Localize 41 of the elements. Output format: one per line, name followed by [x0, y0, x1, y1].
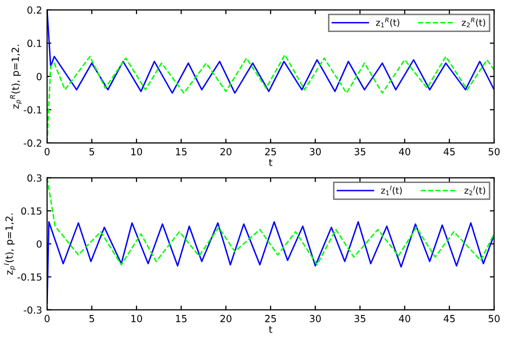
x-tick-label: 0	[44, 148, 50, 156]
y-tick-label: -0.2	[24, 139, 42, 147]
x-tick-label: 20	[220, 148, 232, 156]
x-tick-label: 50	[488, 148, 500, 156]
x-tick-label: 30	[310, 148, 321, 156]
x-tick-label: 0	[44, 314, 50, 322]
x-tick-label: 30	[310, 314, 321, 322]
x-tick-label: 40	[398, 314, 410, 322]
x-tick-label: 45	[444, 148, 455, 156]
y-tick-label: 0.3	[27, 174, 42, 182]
legend-label: z$_{1}$$^{I}$(t)	[381, 186, 402, 196]
x-axis-title: t	[268, 159, 272, 166]
y-axis-title: z$_{p}$$^{R}$(t), p=1,2.	[10, 44, 22, 109]
y-axis-title: z$_{p}$$^{I}$(t), p=1,2.	[4, 214, 16, 275]
x-tick-label: 25	[265, 148, 276, 156]
x-tick-label: 5	[89, 148, 94, 156]
x-tick-label: 15	[176, 315, 187, 322]
x-tick-label: 20	[220, 314, 232, 322]
y-tick-label: 0	[36, 72, 42, 80]
x-tick-label: 35	[354, 148, 366, 156]
x-tick-label: 35	[354, 314, 366, 322]
line-series	[47, 221, 494, 304]
legend-label: z$_{2}$$^{I}$(t)	[464, 186, 486, 196]
y-tick-label: 0.15	[21, 207, 42, 215]
x-axis-title: t	[268, 326, 272, 333]
x-tick-label: 5	[89, 315, 94, 322]
x-tick-label: 50	[488, 314, 500, 322]
y-tick-label: -0.3	[24, 306, 42, 314]
y-tick-label: 0.2	[27, 6, 42, 14]
y-tick-label: -0.15	[18, 273, 42, 281]
x-tick-label: 40	[398, 148, 410, 156]
y-tick-label: 0.1	[27, 40, 42, 48]
x-tick-label: 10	[131, 148, 142, 156]
x-tick-label: 25	[265, 314, 276, 322]
legend-label: z$_{2}$$^{R}$(t)	[462, 18, 486, 28]
legend-label: z$_{1}$$^{R}$(t)	[376, 18, 400, 28]
x-tick-label: 10	[131, 314, 142, 322]
x-tick-label: 45	[444, 315, 455, 322]
y-tick-label: -0.1	[24, 106, 42, 114]
x-tick-label: 15	[176, 148, 187, 156]
y-tick-label: 0	[36, 240, 42, 248]
